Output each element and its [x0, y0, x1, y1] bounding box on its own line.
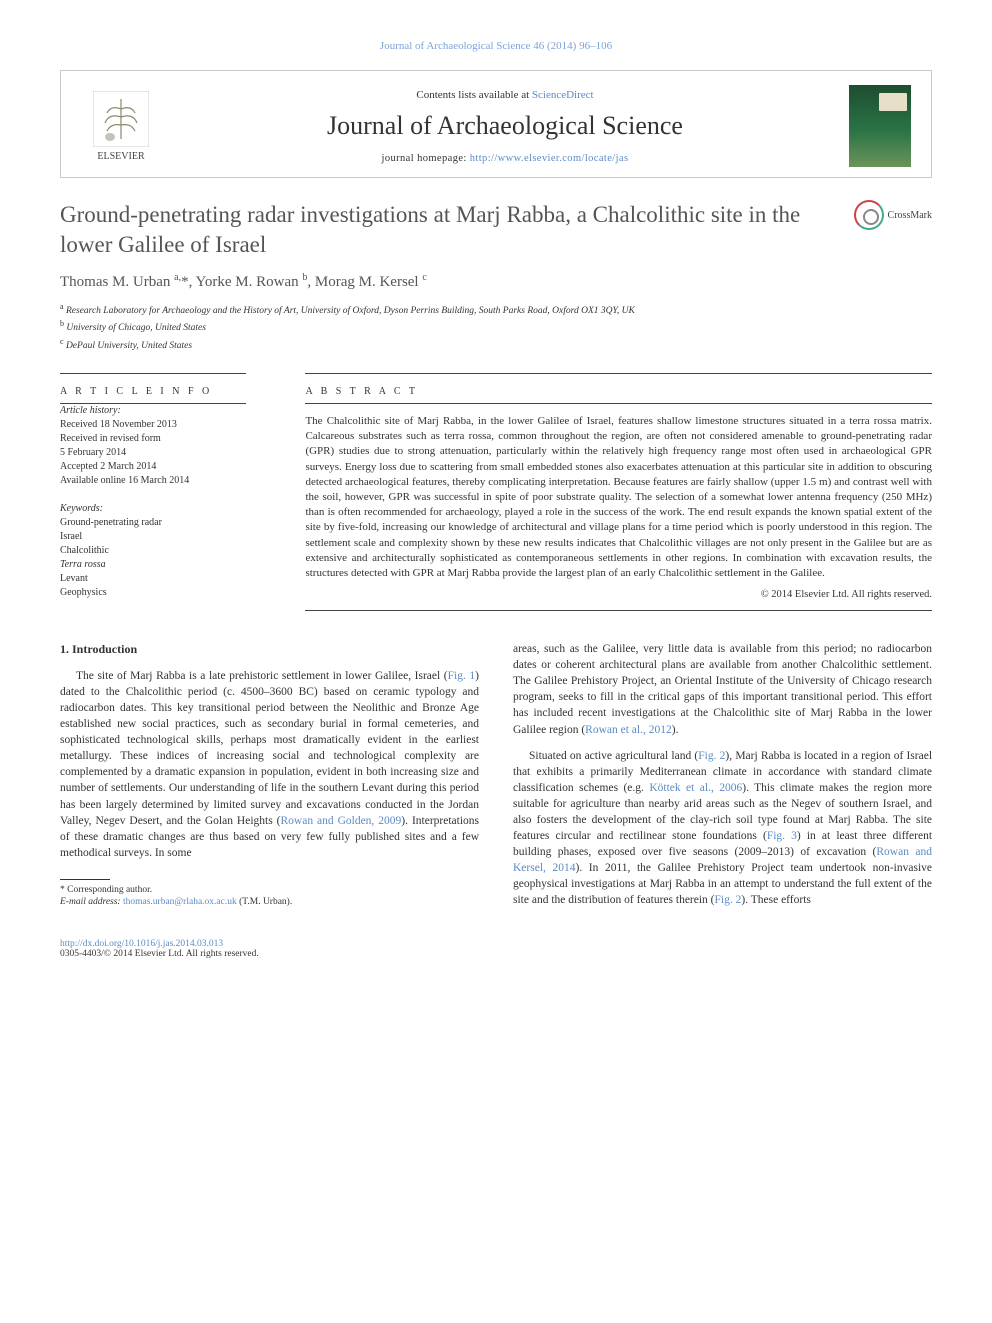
header-center: Contents lists available at ScienceDirec… — [161, 89, 849, 164]
history-online: Available online 16 March 2014 — [60, 475, 189, 486]
journal-name: Journal of Archaeological Science — [181, 111, 829, 141]
page-container: Journal of Archaeological Science 46 (20… — [0, 0, 992, 999]
info-abstract-row: A R T I C L E I N F O Article history: R… — [60, 373, 932, 611]
page-footer: http://dx.doi.org/10.1016/j.jas.2014.03.… — [60, 939, 932, 959]
article-history: Article history: Received 18 November 20… — [60, 404, 271, 488]
keywords-label: Keywords: — [60, 503, 103, 514]
homepage-prefix: journal homepage: — [382, 153, 470, 164]
homepage-link[interactable]: http://www.elsevier.com/locate/jas — [470, 153, 629, 164]
crossmark-label: CrossMark — [888, 210, 932, 221]
history-accepted: Accepted 2 March 2014 — [60, 461, 156, 472]
article-title: Ground-penetrating radar investigations … — [60, 200, 854, 260]
corr-author: * Corresponding author. — [60, 884, 479, 896]
email-link[interactable]: thomas.urban@rlaha.ox.ac.uk — [123, 897, 237, 907]
article-info-label: A R T I C L E I N F O — [60, 374, 271, 403]
body-two-columns: 1. Introduction The site of Marj Rabba i… — [60, 641, 932, 919]
journal-header: ELSEVIER Contents lists available at Sci… — [60, 70, 932, 178]
publisher-logo-block: ELSEVIER — [81, 91, 161, 162]
elsevier-label: ELSEVIER — [81, 151, 161, 162]
crossmark-badge[interactable]: CrossMark — [854, 200, 932, 230]
email-label: E-mail address: — [60, 897, 123, 907]
intro-para-2: areas, such as the Galilee, very little … — [513, 641, 932, 738]
history-received: Received 18 November 2013 — [60, 419, 177, 430]
email-suffix: (T.M. Urban). — [237, 897, 293, 907]
intro-para-1: The site of Marj Rabba is a late prehist… — [60, 668, 479, 861]
history-revised-l1: Received in revised form — [60, 433, 161, 444]
contents-available: Contents lists available at ScienceDirec… — [181, 89, 829, 101]
abstract-column: A B S T R A C T The Chalcolithic site of… — [295, 373, 932, 611]
copyright: © 2014 Elsevier Ltd. All rights reserved… — [305, 589, 932, 600]
affiliations: a Research Laboratory for Archaeology an… — [60, 301, 932, 353]
contents-prefix: Contents lists available at — [416, 89, 531, 101]
keywords: Keywords: Ground-penetrating radarIsrael… — [60, 502, 271, 600]
journal-reference: Journal of Archaeological Science 46 (20… — [60, 40, 932, 52]
journal-homepage: journal homepage: http://www.elsevier.co… — [181, 153, 829, 164]
abstract-text: The Chalcolithic site of Marj Rabba, in … — [305, 404, 932, 581]
body-col-left: 1. Introduction The site of Marj Rabba i… — [60, 641, 479, 919]
intro-heading: 1. Introduction — [60, 641, 479, 658]
intro-para-3: Situated on active agricultural land (Fi… — [513, 748, 932, 909]
sciencedirect-link[interactable]: ScienceDirect — [532, 89, 594, 101]
title-row: Ground-penetrating radar investigations … — [60, 200, 932, 260]
cover-image — [849, 85, 911, 167]
article-info-column: A R T I C L E I N F O Article history: R… — [60, 373, 295, 611]
corresponding-footnote: * Corresponding author. E-mail address: … — [60, 884, 479, 909]
journal-cover-thumb — [849, 85, 911, 167]
elsevier-tree-icon — [93, 91, 149, 147]
footer-left: http://dx.doi.org/10.1016/j.jas.2014.03.… — [60, 939, 259, 959]
body-col-right: areas, such as the Galilee, very little … — [513, 641, 932, 919]
issn-line: 0305-4403/© 2014 Elsevier Ltd. All right… — [60, 949, 259, 959]
author-list: Thomas M. Urban a,*, Yorke M. Rowan b, M… — [60, 272, 932, 291]
history-revised-l2: 5 February 2014 — [60, 447, 126, 458]
doi-link[interactable]: http://dx.doi.org/10.1016/j.jas.2014.03.… — [60, 939, 223, 949]
crossmark-icon — [854, 200, 884, 230]
history-label: Article history: — [60, 405, 121, 416]
abstract-label: A B S T R A C T — [305, 374, 932, 403]
